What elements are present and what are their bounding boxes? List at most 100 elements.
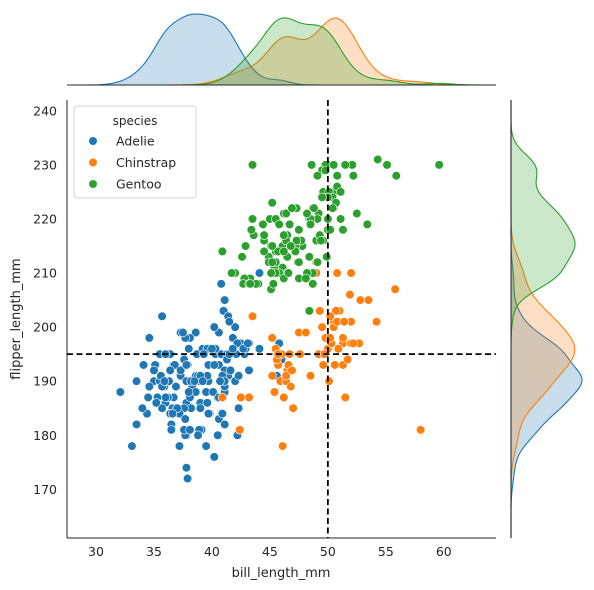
point-chinstrap-44 xyxy=(333,344,343,354)
point-gentoo-75 xyxy=(307,160,317,170)
point-adelie-157 xyxy=(184,387,194,397)
point-chinstrap-31 xyxy=(371,317,382,327)
y-tick-label-210: 210 xyxy=(33,266,57,281)
point-gentoo-100 xyxy=(305,219,316,229)
point-adelie-89 xyxy=(220,295,230,305)
point-gentoo-81 xyxy=(352,208,362,219)
point-adelie-142 xyxy=(176,365,186,375)
point-gentoo-101 xyxy=(391,171,401,181)
point-gentoo-71 xyxy=(281,208,291,219)
point-chinstrap-66 xyxy=(332,268,342,278)
point-gentoo-115 xyxy=(382,160,392,170)
point-gentoo-99 xyxy=(336,187,346,197)
right-kde-fill-chinstrap xyxy=(511,100,575,538)
point-adelie-143 xyxy=(195,403,205,413)
legend-label-adelie: Adelie xyxy=(116,134,155,149)
point-gentoo-109 xyxy=(301,273,311,284)
legend-title: species xyxy=(113,114,158,128)
point-gentoo-91 xyxy=(348,171,358,181)
point-gentoo-13 xyxy=(304,252,314,262)
legend-label-chinstrap: Chinstrap xyxy=(116,155,176,170)
legend: species Adelie Chinstrap Gentoo xyxy=(73,105,197,199)
point-adelie-78 xyxy=(144,381,154,392)
point-chinstrap-46 xyxy=(324,376,334,386)
legend-marker-gentoo xyxy=(88,179,98,189)
point-gentoo-97 xyxy=(287,203,297,213)
point-adelie-98 xyxy=(149,365,159,375)
point-gentoo-64 xyxy=(274,219,284,229)
point-gentoo-88 xyxy=(294,257,304,267)
point-adelie-154 xyxy=(131,419,142,430)
point-chinstrap-22 xyxy=(244,392,254,403)
legend-box xyxy=(73,105,197,199)
point-gentoo-37 xyxy=(258,219,268,229)
point-adelie-96 xyxy=(127,441,137,451)
point-adelie-144 xyxy=(198,376,208,386)
right-marginal-kde xyxy=(510,100,583,538)
legend-label-gentoo: Gentoo xyxy=(116,177,162,192)
point-gentoo-110 xyxy=(329,160,339,170)
point-adelie-13 xyxy=(144,333,154,343)
point-gentoo-60 xyxy=(268,279,278,289)
point-adelie-93 xyxy=(216,279,226,289)
legend-marker-chinstrap xyxy=(88,157,98,168)
point-adelie-91 xyxy=(202,398,212,408)
point-chinstrap-23 xyxy=(330,360,340,370)
point-adelie-63 xyxy=(225,365,236,375)
point-gentoo-90 xyxy=(294,225,304,235)
point-chinstrap-12 xyxy=(288,403,298,413)
point-chinstrap-29 xyxy=(355,295,365,305)
y-tick-label-170: 170 xyxy=(33,482,57,497)
top-kde-fill-gentoo xyxy=(67,17,496,85)
point-chinstrap-17 xyxy=(416,425,426,435)
point-adelie-104 xyxy=(191,327,201,338)
point-chinstrap-51 xyxy=(339,317,349,327)
point-gentoo-116 xyxy=(259,230,269,240)
point-adelie-135 xyxy=(209,322,219,332)
point-gentoo-77 xyxy=(336,214,346,224)
y-tick-label-200: 200 xyxy=(33,320,57,335)
point-chinstrap-20 xyxy=(235,425,245,435)
point-chinstrap-56 xyxy=(267,371,277,381)
y-tick-label-180: 180 xyxy=(33,428,57,443)
point-chinstrap-55 xyxy=(348,338,358,348)
point-chinstrap-37 xyxy=(346,268,356,278)
point-adelie-58 xyxy=(157,403,167,413)
x-tick-label-60: 60 xyxy=(436,544,452,559)
point-chinstrap-38 xyxy=(287,365,297,375)
y-tick-label-220: 220 xyxy=(33,211,57,226)
point-adelie-29 xyxy=(201,441,211,451)
right-kde-fill-gentoo xyxy=(511,100,576,538)
point-gentoo-52 xyxy=(266,268,276,278)
top-kde-fill-adelie xyxy=(67,14,496,85)
point-chinstrap-5 xyxy=(267,333,277,343)
point-chinstrap-61 xyxy=(286,381,296,392)
point-gentoo-50 xyxy=(283,268,294,278)
point-adelie-42 xyxy=(254,344,265,354)
point-chinstrap-27 xyxy=(317,322,327,332)
x-tick-label-45: 45 xyxy=(262,544,278,559)
point-gentoo-113 xyxy=(340,160,350,170)
y-tick-label-230: 230 xyxy=(33,157,57,172)
point-chinstrap-41 xyxy=(279,392,289,403)
point-chinstrap-9 xyxy=(338,333,348,343)
point-gentoo-93 xyxy=(317,192,327,202)
point-gentoo-120 xyxy=(327,203,338,213)
point-gentoo-117 xyxy=(309,203,319,213)
point-adelie-120 xyxy=(209,452,219,462)
point-chinstrap-30 xyxy=(217,392,227,403)
point-adelie-155 xyxy=(165,365,175,375)
point-adelie-32 xyxy=(217,409,227,419)
point-adelie-141 xyxy=(215,376,225,386)
x-tick-label-55: 55 xyxy=(378,544,394,559)
point-adelie-158 xyxy=(228,344,238,354)
point-gentoo-104 xyxy=(291,235,302,246)
point-gentoo-36 xyxy=(237,252,247,262)
y-tick-label-240: 240 xyxy=(33,103,57,118)
point-adelie-152 xyxy=(184,344,194,354)
point-chinstrap-53 xyxy=(331,306,341,316)
point-adelie-28 xyxy=(213,430,223,440)
point-chinstrap-39 xyxy=(363,295,374,305)
point-gentoo-24 xyxy=(240,241,251,251)
